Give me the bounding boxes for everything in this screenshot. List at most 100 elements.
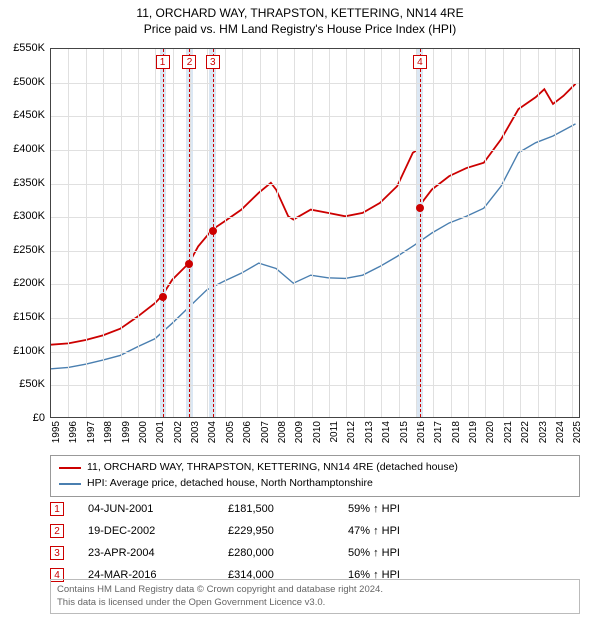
plot-area: 1995199619971998199920002001200220032004… (50, 48, 580, 418)
x-gridline (485, 49, 486, 417)
x-tick-label: 2008 (277, 421, 288, 443)
x-tick-label: 2019 (468, 421, 479, 443)
x-tick-label: 1999 (121, 421, 132, 443)
legend: 11, ORCHARD WAY, THRAPSTON, KETTERING, N… (50, 455, 580, 497)
x-tick-label: 2007 (260, 421, 271, 443)
x-tick-label: 2001 (155, 421, 166, 443)
x-tick-label: 2021 (503, 421, 514, 443)
y-gridline (51, 184, 579, 185)
y-gridline (51, 318, 579, 319)
series-hpi (51, 124, 576, 369)
x-tick-label: 2011 (329, 421, 340, 443)
y-tick-label: £450K (13, 109, 45, 121)
y-tick-label: £0 (33, 412, 45, 424)
transactions-table: 1 04-JUN-2001£181,50059% ↑ HPI 219-DEC-200… (50, 498, 580, 586)
event-marker: 2 (182, 55, 196, 69)
series-marker (185, 260, 193, 268)
x-gridline (451, 49, 452, 417)
transaction-diff: 59% ↑ HPI (348, 503, 580, 515)
x-tick-label: 2023 (538, 421, 549, 443)
x-gridline (225, 49, 226, 417)
x-tick-label: 1996 (68, 421, 79, 443)
y-gridline (51, 352, 579, 353)
transaction-row: 1 04-JUN-2001£181,50059% ↑ HPI (50, 498, 580, 520)
x-gridline (520, 49, 521, 417)
transaction-date: 23-APR-2004 (88, 547, 228, 559)
transaction-date: 19-DEC-2002 (88, 525, 228, 537)
legend-label-property: 11, ORCHARD WAY, THRAPSTON, KETTERING, N… (87, 460, 458, 476)
y-gridline (51, 251, 579, 252)
transaction-price: £229,950 (228, 525, 348, 537)
event-line (163, 49, 164, 417)
chart-container: 11, ORCHARD WAY, THRAPSTON, KETTERING, N… (0, 0, 600, 620)
x-tick-label: 2009 (294, 421, 305, 443)
x-tick-label: 1995 (51, 421, 62, 443)
x-gridline (329, 49, 330, 417)
legend-swatch-property (59, 467, 81, 469)
title-line-2: Price paid vs. HM Land Registry's House … (0, 22, 600, 38)
transaction-row: 219-DEC-2002£229,95047% ↑ HPI (50, 520, 580, 542)
x-tick-label: 2014 (381, 421, 392, 443)
x-gridline (433, 49, 434, 417)
y-tick-label: £350K (13, 177, 45, 189)
y-gridline (51, 284, 579, 285)
x-tick-label: 2016 (416, 421, 427, 443)
y-tick-label: £300K (13, 210, 45, 222)
series-marker (159, 293, 167, 301)
footer-line-1: Contains HM Land Registry data © Crown c… (57, 584, 573, 596)
event-marker: 4 (413, 55, 427, 69)
transaction-diff: 50% ↑ HPI (348, 547, 580, 559)
y-tick-label: £550K (13, 42, 45, 54)
legend-label-hpi: HPI: Average price, detached house, Nort… (87, 476, 373, 492)
transaction-price: £280,000 (228, 547, 348, 559)
x-gridline (555, 49, 556, 417)
transaction-marker: 1 (50, 502, 64, 516)
transaction-row: 323-APR-2004£280,00050% ↑ HPI (50, 542, 580, 564)
x-gridline (103, 49, 104, 417)
plot-svg (51, 49, 579, 417)
event-line (189, 49, 190, 417)
transaction-price: £181,500 (228, 503, 348, 515)
legend-swatch-hpi (59, 483, 81, 485)
x-gridline (312, 49, 313, 417)
y-gridline (51, 217, 579, 218)
x-gridline (346, 49, 347, 417)
x-tick-label: 2003 (190, 421, 201, 443)
x-tick-label: 2000 (138, 421, 149, 443)
x-tick-label: 2004 (207, 421, 218, 443)
x-tick-label: 2010 (312, 421, 323, 443)
x-tick-label: 2006 (242, 421, 253, 443)
legend-item-property: 11, ORCHARD WAY, THRAPSTON, KETTERING, N… (59, 460, 571, 476)
x-gridline (155, 49, 156, 417)
x-gridline (364, 49, 365, 417)
transaction-diff: 47% ↑ HPI (348, 525, 580, 537)
y-gridline (51, 83, 579, 84)
x-gridline (503, 49, 504, 417)
y-gridline (51, 116, 579, 117)
x-tick-label: 2025 (572, 421, 583, 443)
footer-attribution: Contains HM Land Registry data © Crown c… (50, 579, 580, 614)
x-gridline (399, 49, 400, 417)
x-gridline (572, 49, 573, 417)
x-gridline (68, 49, 69, 417)
x-tick-label: 2015 (399, 421, 410, 443)
footer-line-2: This data is licensed under the Open Gov… (57, 597, 573, 609)
y-gridline (51, 150, 579, 151)
x-gridline (468, 49, 469, 417)
x-tick-label: 2018 (451, 421, 462, 443)
y-tick-label: £50K (19, 378, 45, 390)
y-gridline (51, 385, 579, 386)
x-gridline (173, 49, 174, 417)
x-gridline (416, 49, 417, 417)
transaction-date: 04-JUN-2001 (88, 503, 228, 515)
event-marker: 3 (206, 55, 220, 69)
y-tick-label: £250K (13, 244, 45, 256)
series-marker (416, 204, 424, 212)
x-tick-label: 2005 (225, 421, 236, 443)
x-tick-label: 2002 (173, 421, 184, 443)
legend-item-hpi: HPI: Average price, detached house, Nort… (59, 476, 571, 492)
x-gridline (277, 49, 278, 417)
x-tick-label: 2012 (346, 421, 357, 443)
x-tick-label: 1998 (103, 421, 114, 443)
series-marker (209, 227, 217, 235)
